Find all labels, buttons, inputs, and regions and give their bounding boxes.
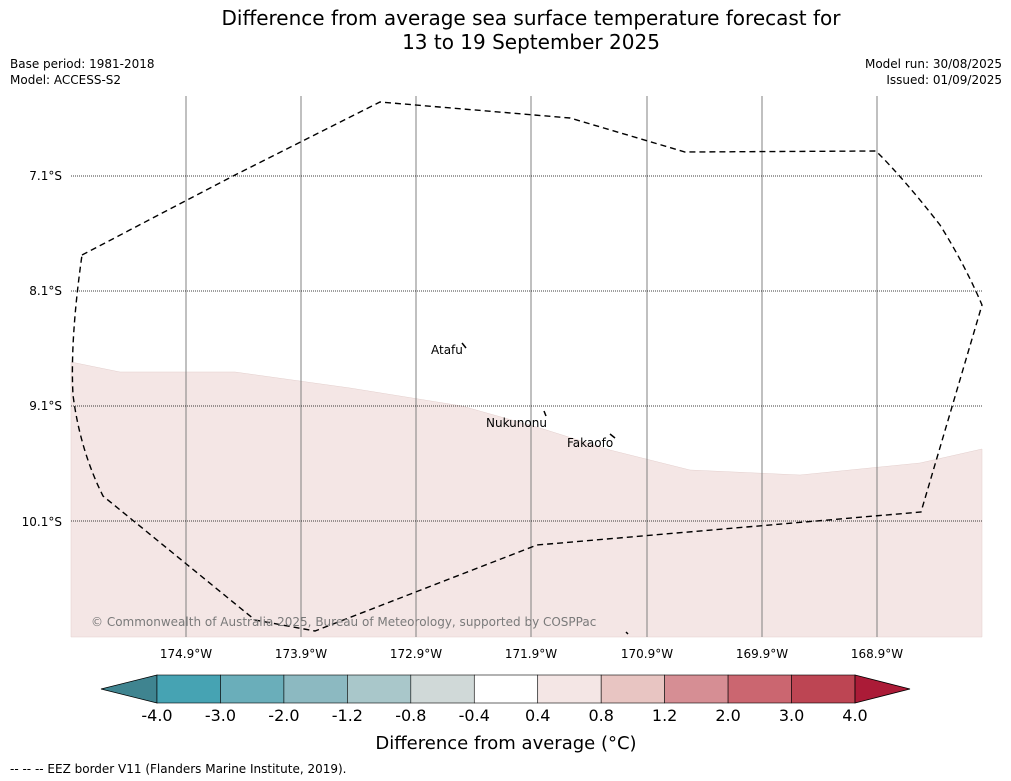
eez-legend-note: -- -- -- EEZ border V11 (Flanders Marine… xyxy=(10,762,347,776)
eez-border xyxy=(71,101,983,632)
issued-date: Issued: 01/09/2025 xyxy=(886,73,1002,87)
colorbar-tick-label: 3.0 xyxy=(779,706,804,725)
place-label-fakaofo: Fakaofo xyxy=(567,436,613,450)
title-line-1: Difference from average sea surface temp… xyxy=(221,6,841,30)
colorbar-ticks: -4.0 -3.0 -2.0 -1.2 -0.8 -0.4 0.4 0.8 1.2 2.0 3.0 4… xyxy=(141,706,867,725)
colorbar-tick-label: 0.8 xyxy=(588,706,613,725)
place-label-nukunonu: Nukunonu xyxy=(486,416,547,430)
colorbar-tick-label: -2.0 xyxy=(268,706,299,725)
colorbar-tick-label: -3.0 xyxy=(205,706,236,725)
colorbar-tick-label: -0.4 xyxy=(459,706,490,725)
map-title: Difference from average sea surface temp… xyxy=(0,6,1011,54)
model-name: Model: ACCESS-S2 xyxy=(10,73,122,87)
colorbar-tick-label: 0.4 xyxy=(525,706,550,725)
colorbar-extend-high xyxy=(854,674,911,704)
place-labels: Atafu Nukunonu Fakaofo xyxy=(431,343,613,450)
title-line-2: 13 to 19 September 2025 xyxy=(402,30,660,54)
fakaofo-atoll xyxy=(609,433,616,439)
lon-label: 172.9°W xyxy=(390,647,442,661)
colorbar-tick-label: 2.0 xyxy=(715,706,740,725)
latitude-labels: 7.1°S 8.1°S 9.1°S 10.1°S xyxy=(22,169,62,529)
meta-left: Base period: 1981-2018 Model: ACCESS-S2 xyxy=(10,56,155,88)
place-label-atafu: Atafu xyxy=(431,343,463,357)
base-period: Base period: 1981-2018 xyxy=(10,57,155,71)
colorbar-tick-label: -0.8 xyxy=(395,706,426,725)
meta-right: Model run: 30/08/2025 Issued: 01/09/2025 xyxy=(865,56,1002,88)
lat-label: 10.1°S xyxy=(22,515,62,529)
lat-label: 7.1°S xyxy=(29,169,62,183)
lat-label: 9.1°S xyxy=(29,399,62,413)
colorbar-segment xyxy=(600,674,665,704)
colorbar-segment xyxy=(473,674,539,704)
lat-label: 8.1°S xyxy=(29,284,62,298)
lon-label: 168.9°W xyxy=(851,647,903,661)
colorbar-tick-label: -1.2 xyxy=(332,706,363,725)
colorbar-segment xyxy=(347,674,412,704)
colorbar-segment xyxy=(410,674,475,704)
colorbar-tick-label: -4.0 xyxy=(141,706,172,725)
colorbar-segment xyxy=(727,674,792,704)
colorbar-segment xyxy=(156,674,221,704)
colorbar-segment xyxy=(664,674,729,704)
lon-label: 169.9°W xyxy=(736,647,788,661)
anomaly-region-warm xyxy=(70,361,983,638)
swains-island xyxy=(625,631,629,635)
copyright-notice: © Commonwealth of Australia 2025, Bureau… xyxy=(91,615,596,629)
colorbar xyxy=(100,674,911,704)
lon-label: 174.9°W xyxy=(160,647,212,661)
colorbar-segment xyxy=(220,674,285,704)
atafu-atoll xyxy=(461,342,467,349)
longitude-labels: 174.9°W 173.9°W 172.9°W 171.9°W 170.9°W … xyxy=(160,647,903,661)
colorbar-tick-label: 4.0 xyxy=(842,706,867,725)
lon-label: 173.9°W xyxy=(275,647,327,661)
lon-label: 170.9°W xyxy=(621,647,673,661)
colorbar-title: Difference from average (°C) xyxy=(375,733,636,754)
colorbar-segment xyxy=(283,674,348,704)
colorbar-tick-label: 1.2 xyxy=(652,706,677,725)
colorbar-segment xyxy=(791,674,856,704)
nukunonu-atoll xyxy=(543,410,547,417)
colorbar-segment xyxy=(537,674,602,704)
islands xyxy=(461,342,629,635)
lon-label: 171.9°W xyxy=(505,647,557,661)
colorbar-extend-low xyxy=(100,674,158,704)
model-run: Model run: 30/08/2025 xyxy=(864,57,1002,71)
